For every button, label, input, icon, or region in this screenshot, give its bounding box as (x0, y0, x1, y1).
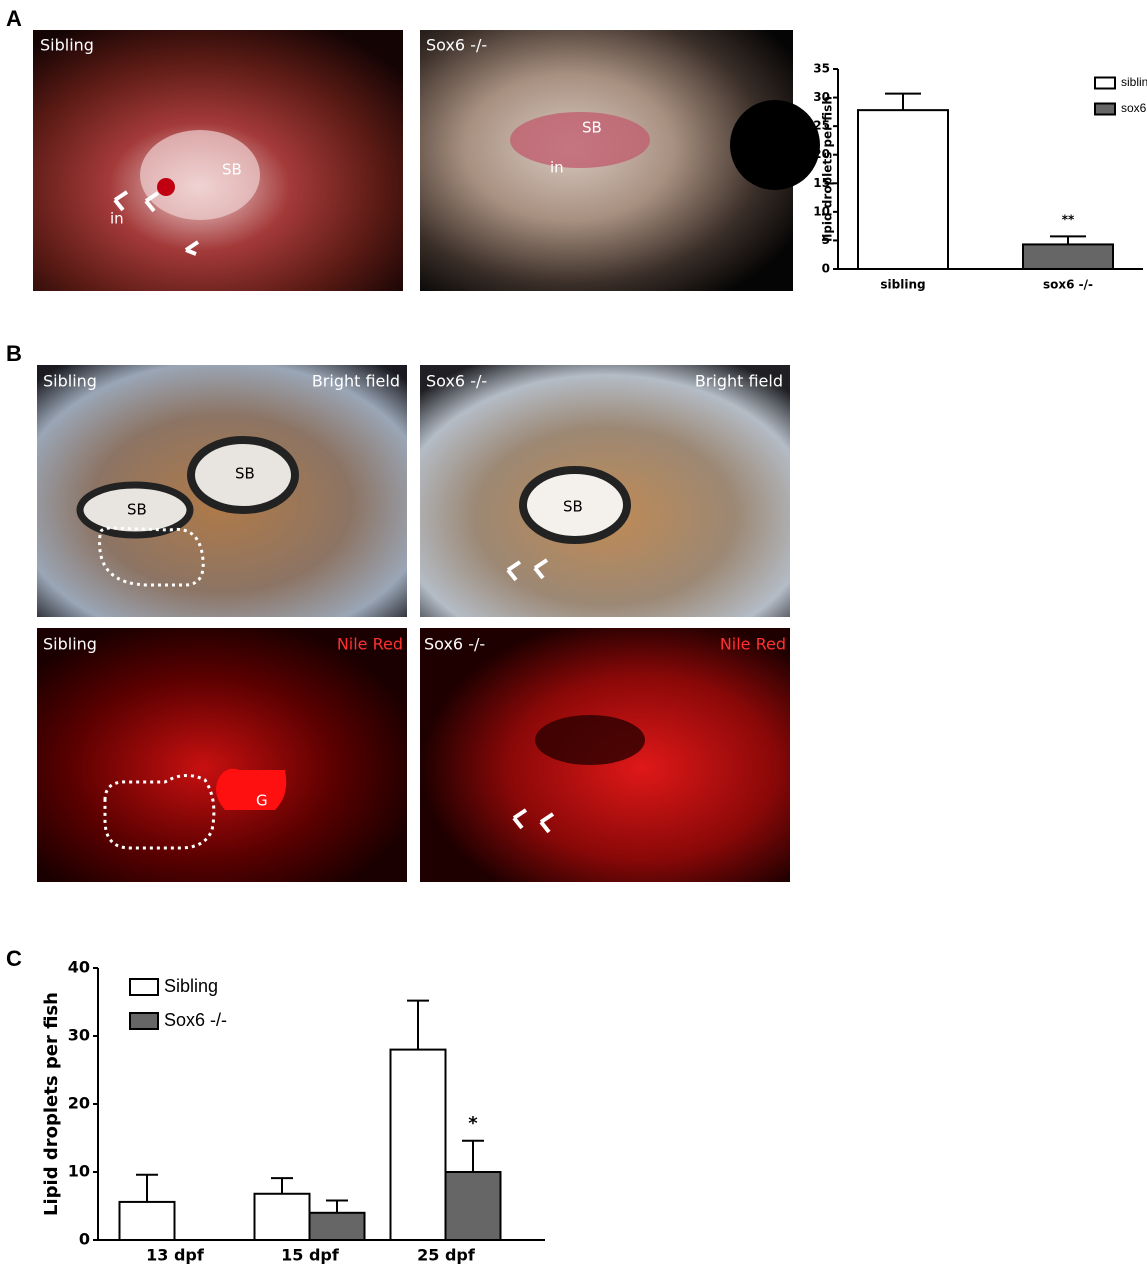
x-tick-label: sibling (880, 278, 925, 292)
arrow (113, 190, 200, 256)
bar (118, 1200, 176, 1242)
panel-label: C (6, 946, 22, 971)
photo-label: Sibling (40, 36, 94, 55)
photo-label: Sox6 -/- (426, 372, 487, 391)
bar (308, 1211, 366, 1242)
y-tick-label: 30 (68, 1026, 90, 1045)
y-tick-label: 10 (68, 1162, 90, 1181)
y-tick-label: 5 (822, 233, 830, 247)
photo-mode: Nile Red (337, 635, 403, 654)
y-tick-label: 30 (813, 90, 830, 104)
panel-label: A (6, 6, 22, 31)
droplet (157, 178, 175, 196)
error-bar (1050, 235, 1086, 245)
annotation: * (468, 1113, 478, 1134)
bar (253, 1192, 311, 1242)
y-axis-label: Lipid droplets per fish (41, 992, 62, 1216)
photo-label: Sibling (43, 372, 97, 391)
swim-bladder (187, 436, 299, 514)
structure-label: SB (582, 119, 602, 137)
legend-label: sox6 -/- (1121, 101, 1147, 115)
error-bar (407, 999, 429, 1050)
outline (98, 526, 205, 587)
photo-mode: Bright field (695, 372, 783, 391)
swim-bladder (140, 130, 260, 220)
structure-label: SB (235, 465, 255, 483)
annotation: ** (1062, 213, 1075, 227)
y-tick-label: 0 (822, 262, 830, 276)
outline (103, 774, 216, 850)
x-tick-label: 25 dpf (417, 1246, 476, 1265)
legend-swatch (129, 978, 159, 996)
y-tick-label: 40 (68, 958, 90, 977)
legend-swatch (1094, 102, 1116, 116)
photo (37, 628, 407, 882)
error-bar (136, 1173, 158, 1202)
swim-bladder (76, 481, 194, 539)
x-tick-label: sox6 -/- (1043, 278, 1093, 292)
legend-label: Sox6 -/- (164, 1010, 227, 1030)
structure-label: in (110, 210, 124, 228)
swim-bladder (535, 715, 645, 765)
eye (730, 100, 820, 190)
bar (389, 1048, 447, 1241)
photo-mode: Bright field (312, 372, 400, 391)
arrow (506, 558, 549, 582)
legend-swatch (1094, 76, 1116, 90)
photo-label: Sibling (43, 635, 97, 654)
error-bar (271, 1177, 293, 1194)
legend-label: Sibling (164, 976, 218, 996)
y-tick-label: 0 (79, 1230, 90, 1249)
bar (1022, 243, 1114, 271)
error-bar (326, 1199, 348, 1213)
error-bar (885, 92, 921, 111)
structure-label: SB (222, 161, 242, 179)
photo-label: Sox6 -/- (424, 635, 485, 654)
bar (857, 109, 949, 271)
arrow (512, 808, 555, 834)
y-tick-label: 20 (68, 1094, 90, 1113)
structure-label: SB (563, 498, 583, 516)
bar (444, 1171, 502, 1241)
x-tick-label: 15 dpf (281, 1246, 340, 1265)
y-tick-label: 15 (813, 176, 830, 190)
x-tick-label: 13 dpf (146, 1246, 205, 1265)
structure-label: G (256, 792, 268, 810)
swim-bladder (519, 466, 631, 544)
legend-label: sibling (1121, 75, 1147, 89)
photo-label: Sox6 -/- (426, 36, 487, 55)
structure-label: in (550, 159, 564, 177)
gut (216, 768, 287, 810)
y-axis-label: lipid droplets per fish (821, 96, 835, 242)
y-tick-label: 20 (813, 147, 830, 161)
photo-mode: Nile Red (720, 635, 786, 654)
y-tick-label: 25 (813, 119, 830, 133)
y-tick-label: 10 (813, 204, 830, 218)
structure-label: SB (127, 501, 147, 519)
panel-label: B (6, 341, 22, 366)
error-bar (462, 1139, 484, 1172)
swim-bladder (510, 112, 650, 168)
legend-swatch (129, 1012, 159, 1030)
y-tick-label: 35 (813, 62, 830, 76)
